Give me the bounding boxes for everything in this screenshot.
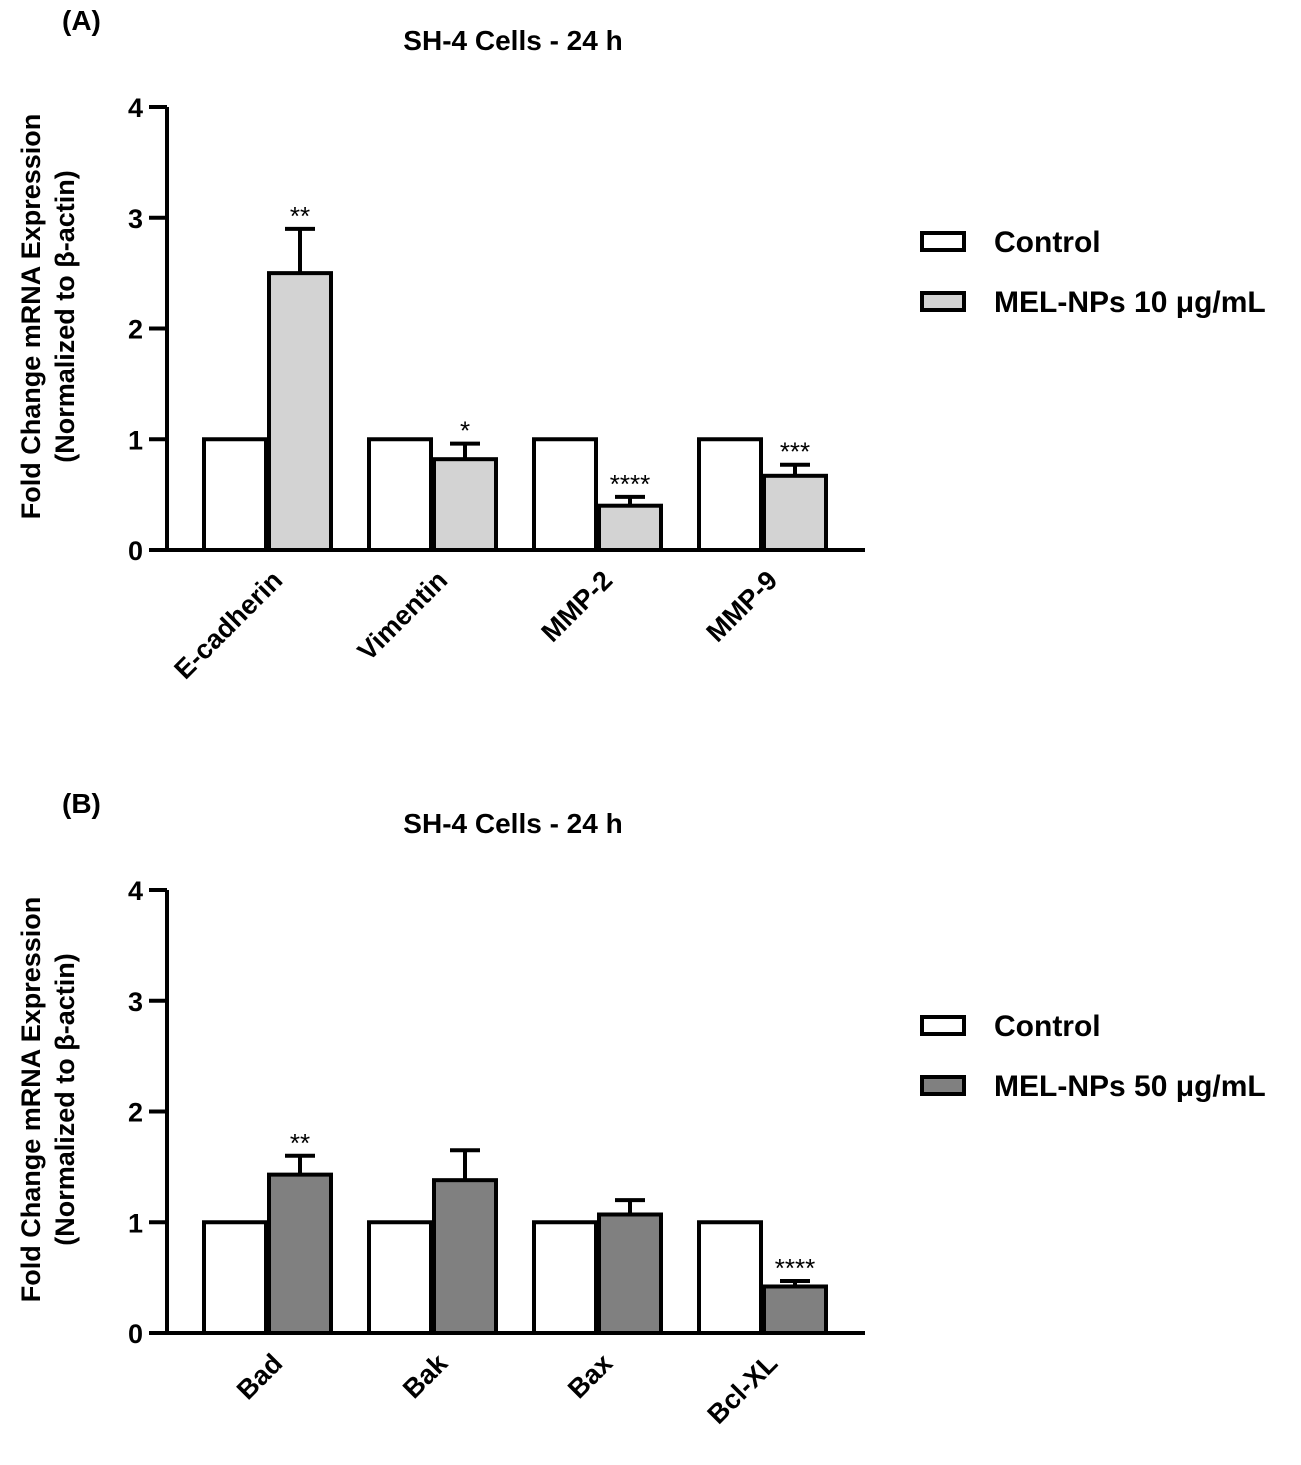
significance-label: * <box>460 416 470 446</box>
y-tick-label: 4 <box>128 93 143 123</box>
legend-label: MEL-NPs 50 μg/mL <box>994 1070 1266 1103</box>
significance-label: ** <box>290 201 310 231</box>
legend-swatch <box>920 291 966 312</box>
x-category-label: Bcl-XL <box>702 1348 784 1430</box>
bar-treated <box>432 457 498 552</box>
bar-treated <box>597 503 663 553</box>
y-tick-label: 1 <box>128 1208 143 1238</box>
bar-treated <box>432 1178 498 1336</box>
y-tick-label: 3 <box>128 204 143 234</box>
legend-label: Control <box>994 226 1101 259</box>
x-category-label: E-cadherin <box>168 565 288 685</box>
x-category-label: MMP-2 <box>536 565 619 648</box>
bar-control <box>532 437 598 552</box>
chart-panel-a: (A) SH-4 Cells - 24 h Fold Change mRNA Exp… <box>16 5 1266 685</box>
y-tick-label: 0 <box>128 536 143 566</box>
y-axis-label: (Normalized to β-actin) <box>50 953 80 1246</box>
y-tick-label: 2 <box>128 315 143 345</box>
y-axis-label: (Normalized to β-actin) <box>50 170 80 463</box>
legend-label: Control <box>994 1010 1101 1043</box>
bar-control <box>697 437 763 552</box>
bar-control <box>532 1220 598 1335</box>
y-tick-label: 3 <box>128 987 143 1017</box>
significance-label: ** <box>290 1128 310 1158</box>
chart-title: SH-4 Cells - 24 h <box>403 25 622 56</box>
y-axis-label: Fold Change mRNA Expression <box>16 897 46 1303</box>
x-category-label: Bad <box>231 1348 288 1405</box>
bar-control <box>367 437 433 552</box>
y-axis-label: Fold Change mRNA Expression <box>16 114 46 520</box>
bar-treated <box>762 1284 828 1335</box>
significance-label: **** <box>775 1253 815 1283</box>
bar-treated <box>267 1172 333 1335</box>
y-tick-label: 2 <box>128 1098 143 1128</box>
significance-label: **** <box>610 469 650 499</box>
bar-control <box>697 1220 763 1335</box>
legend-label: MEL-NPs 10 μg/mL <box>994 286 1266 319</box>
bar-control <box>367 1220 433 1335</box>
chart-panel-b: (B) SH-4 Cells - 24 h Fold Change mRNA Exp… <box>16 788 1266 1430</box>
y-tick-label: 1 <box>128 425 143 455</box>
legend-swatch <box>920 1075 966 1096</box>
x-category-label: MMP-9 <box>701 565 784 648</box>
bar-treated <box>597 1212 663 1336</box>
y-tick-label: 4 <box>128 876 143 906</box>
legend-swatch <box>920 231 966 252</box>
bar-control <box>202 1220 268 1335</box>
x-category-label: Bak <box>397 1347 454 1404</box>
panel-label: (A) <box>62 5 101 36</box>
bar-treated <box>762 473 828 552</box>
y-tick-label: 0 <box>128 1319 143 1349</box>
x-category-label: Bax <box>562 1348 618 1404</box>
x-category-label: Vimentin <box>352 565 453 666</box>
legend-swatch <box>920 1015 966 1036</box>
bar-treated <box>267 271 333 552</box>
panel-label: (B) <box>62 788 101 819</box>
significance-label: *** <box>780 437 810 467</box>
chart-title: SH-4 Cells - 24 h <box>403 808 622 839</box>
bar-control <box>202 437 268 552</box>
